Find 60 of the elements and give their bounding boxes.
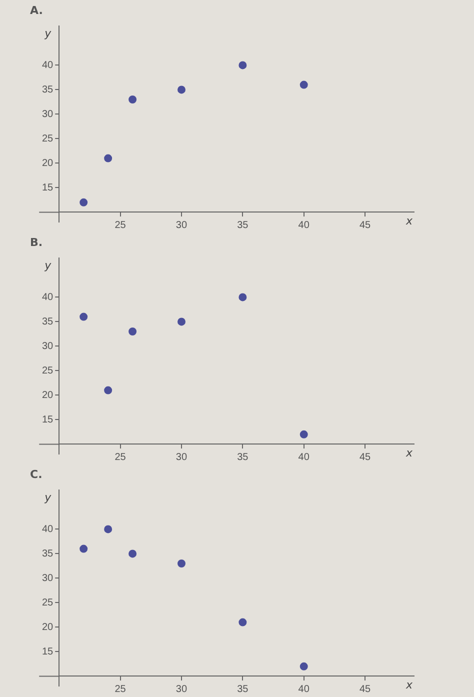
chart-title: B. [30,236,43,249]
point [80,312,88,321]
y-tick-label: 20 [42,158,54,169]
x-axis-title: x [405,446,413,460]
point [177,560,186,568]
y-tick-label: 30 [42,572,54,584]
x-axis-title: x [405,214,413,228]
x-tick-label: 40 [298,220,310,231]
x-tick-label: 25 [114,684,126,695]
point [238,293,247,302]
chart-title: A. [30,4,43,17]
point [128,550,137,558]
x-tick-label: 45 [359,452,372,463]
point [238,618,247,626]
y-tick-label: 35 [42,548,54,560]
point [300,662,308,670]
x-tick-label: 35 [237,220,249,231]
y-tick-label: 15 [42,414,54,426]
x-tick-label: 30 [176,220,188,231]
point [104,386,112,394]
x-tick-label: 35 [237,452,249,463]
y-axis-title: y [44,490,52,504]
y-tick-label: 25 [42,597,54,608]
y-tick-label: 40 [42,60,54,71]
y-tick-label: 40 [42,524,54,535]
y-axis-title: y [44,258,52,272]
y-tick-label: 30 [42,340,54,352]
x-tick-label: 30 [176,452,188,463]
y-tick-label: 25 [42,133,54,144]
point [177,86,186,94]
x-axis-title: x [405,678,413,692]
point [300,80,308,89]
y-tick-label: 40 [42,292,54,303]
y-tick-label: 30 [42,108,54,120]
point [238,61,247,70]
y-axis-title: y [44,26,52,40]
y-tick-label: 15 [42,646,54,658]
y-tick-label: 25 [42,365,54,376]
chart-title: C. [30,468,42,481]
point [177,318,186,326]
y-tick-label: 20 [42,390,54,401]
y-tick-label: 35 [42,316,54,328]
point [80,544,88,553]
x-tick-label: 25 [114,452,126,463]
x-tick-label: 35 [237,684,249,695]
point [104,525,112,534]
y-tick-label: 35 [42,84,54,96]
point [128,96,137,104]
y-tick-label: 20 [42,622,54,633]
x-tick-label: 30 [176,684,188,695]
x-tick-label: 40 [298,684,310,695]
point [80,198,88,206]
x-tick-label: 45 [359,684,372,695]
x-tick-label: 45 [359,220,372,231]
point [104,154,112,162]
point [128,328,137,336]
point [300,430,308,438]
y-tick-label: 15 [42,182,54,194]
x-tick-label: 25 [114,220,126,231]
x-tick-label: 40 [298,452,310,463]
